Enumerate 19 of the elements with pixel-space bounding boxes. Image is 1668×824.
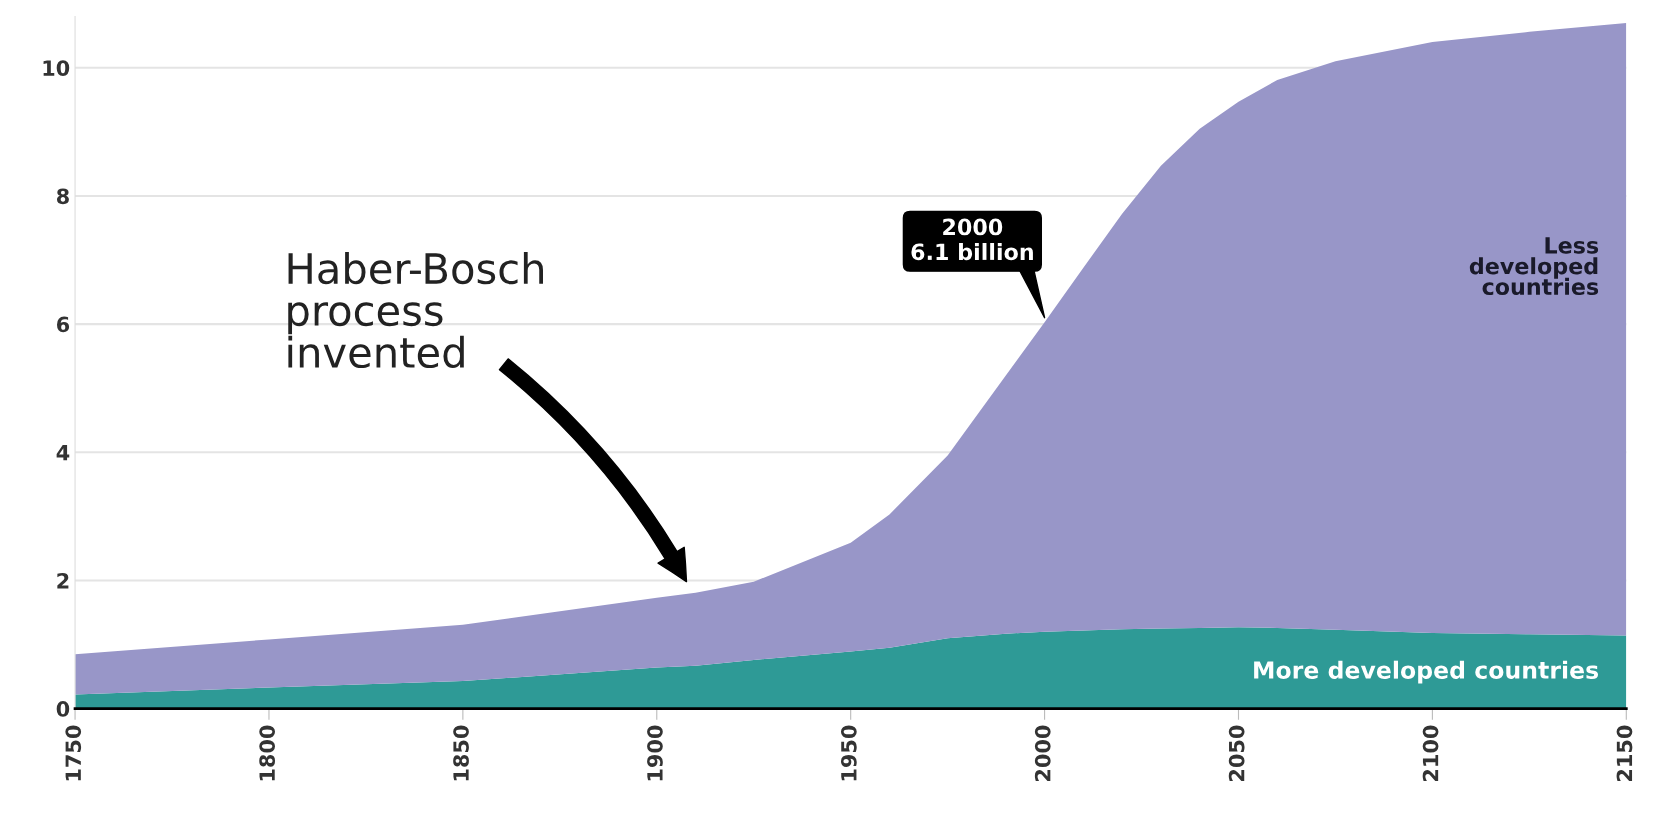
x-tick-label: 2000 (1034, 725, 1051, 781)
x-tick-label: 2150 (1616, 725, 1633, 781)
annotation: Haber-Bosch process invented (288, 252, 543, 369)
x-tick-label: 2050 (1228, 725, 1245, 781)
y-tick-label: 8 (56, 188, 69, 205)
x-tick-label: 1850 (453, 725, 469, 781)
y-tick-label: 2 (57, 572, 69, 589)
x-tick-label: 1800 (259, 725, 276, 781)
y-tick-label: 0 (56, 701, 70, 717)
x-tick-label: 1750 (65, 725, 82, 781)
series-label: More developed countries (1254, 660, 1599, 684)
annotation: 2000 6.1 billion (911, 218, 1033, 261)
x-tick-label: 1950 (840, 725, 857, 781)
x-tick-label: 2100 (1422, 725, 1439, 781)
y-tick-label: 6 (57, 316, 70, 333)
x-tick-label: 1900 (647, 725, 663, 781)
series-label: Less developed countries (1469, 237, 1599, 296)
y-tick-label: 10 (43, 60, 70, 76)
y-tick-label: 4 (56, 445, 70, 461)
